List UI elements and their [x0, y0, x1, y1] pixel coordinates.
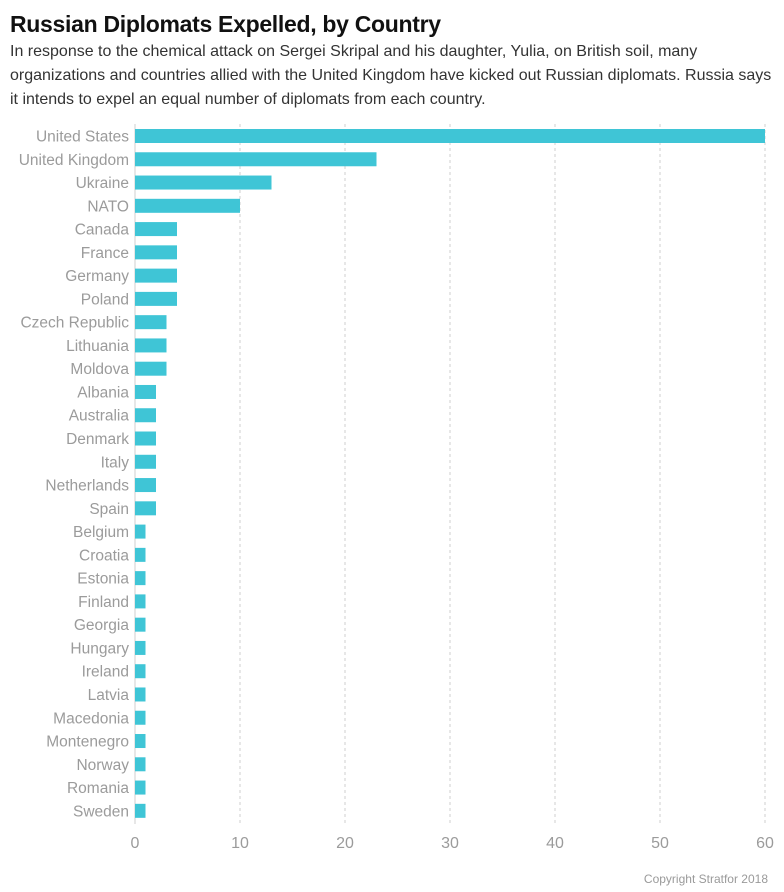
x-tick-label: 0 [131, 835, 140, 852]
category-label: Montenegro [46, 734, 129, 751]
category-label: Australia [69, 408, 130, 425]
bar [135, 640, 146, 655]
category-label: Italy [101, 454, 130, 471]
x-tick-label: 30 [441, 835, 459, 852]
category-label: Sweden [73, 803, 129, 820]
category-label: Hungary [70, 640, 129, 657]
category-labels: United States United Kingdom Ukraine NATO Ca… [19, 129, 130, 821]
gridlines [134, 124, 766, 824]
category-label: Finland [78, 594, 129, 611]
bar [135, 617, 146, 632]
copyright-note: Copyright Stratfor 2018 [643, 872, 768, 886]
category-label: Ukraine [76, 175, 129, 192]
x-axis-ticks: 0 10 20 30 40 50 60 [131, 835, 774, 852]
category-label: Moldova [70, 361, 129, 378]
bar [135, 315, 167, 330]
bar [135, 501, 156, 516]
bar [135, 361, 167, 376]
category-label: Georgia [74, 617, 130, 634]
category-label: Germany [65, 268, 129, 285]
bar [135, 152, 377, 167]
category-label: Canada [75, 222, 130, 239]
bars [135, 129, 765, 818]
bar [135, 687, 146, 702]
x-tick-label: 40 [546, 835, 564, 852]
x-tick-label: 10 [231, 835, 249, 852]
chart-subtitle: In response to the chemical attack on Se… [10, 43, 772, 108]
category-label: Estonia [77, 571, 129, 588]
bar [135, 571, 146, 586]
bar [135, 734, 146, 749]
chart-title: Russian Diplomats Expelled, by Country [10, 11, 441, 37]
bar [135, 129, 765, 143]
category-label: Spain [89, 501, 129, 518]
bar-chart: United States United Kingdom Ukraine NATO Ca… [19, 124, 774, 852]
category-label: Lithuania [66, 338, 129, 355]
bar [135, 780, 146, 795]
category-label: NATO [87, 198, 129, 215]
category-label: Romania [67, 780, 129, 797]
category-label: Denmark [66, 431, 129, 448]
bar [135, 338, 167, 353]
bar [135, 384, 156, 399]
bar [135, 478, 156, 493]
category-label: Poland [81, 291, 129, 308]
category-label: United States [36, 129, 129, 146]
category-label: Croatia [79, 547, 129, 564]
bar [135, 408, 156, 423]
category-label: Czech Republic [20, 315, 129, 332]
category-label: Belgium [73, 524, 129, 541]
bar [135, 803, 146, 818]
x-tick-label: 20 [336, 835, 354, 852]
category-label: Macedonia [53, 710, 129, 727]
category-label: Latvia [88, 687, 130, 704]
category-label: Netherlands [45, 478, 129, 495]
bar [135, 291, 177, 306]
category-label: Albania [77, 384, 129, 401]
bar [135, 524, 146, 539]
bar [135, 454, 156, 469]
bar [135, 175, 272, 190]
bar [135, 222, 177, 237]
bar [135, 268, 177, 283]
bar [135, 757, 146, 772]
category-label: United Kingdom [19, 152, 129, 169]
bar [135, 594, 146, 609]
x-tick-label: 60 [756, 835, 774, 852]
bar [135, 431, 156, 446]
bar [135, 245, 177, 260]
category-label: Ireland [82, 664, 129, 681]
bar [135, 198, 240, 213]
bar [135, 547, 146, 562]
bar [135, 710, 146, 725]
category-label: France [81, 245, 129, 262]
category-label: Norway [76, 757, 129, 774]
x-tick-label: 50 [651, 835, 669, 852]
bar [135, 664, 146, 679]
